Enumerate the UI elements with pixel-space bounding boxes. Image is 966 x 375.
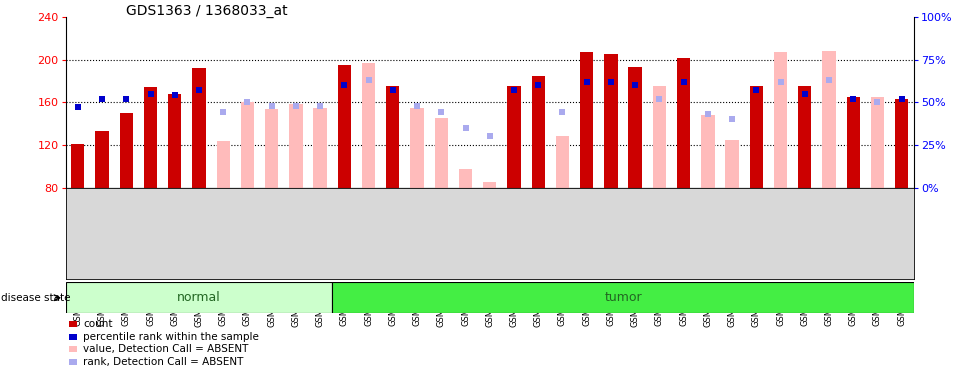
Bar xyxy=(483,182,497,188)
Bar xyxy=(411,108,424,188)
Text: GDS1363 / 1368033_at: GDS1363 / 1368033_at xyxy=(126,4,287,18)
Text: normal: normal xyxy=(177,291,221,304)
Text: percentile rank within the sample: percentile rank within the sample xyxy=(83,332,259,342)
Bar xyxy=(144,87,157,188)
Bar xyxy=(69,358,77,364)
Bar xyxy=(531,75,545,188)
Bar xyxy=(701,115,715,188)
Bar xyxy=(120,113,133,188)
Text: disease state: disease state xyxy=(1,293,71,303)
Bar xyxy=(386,86,400,188)
Bar xyxy=(555,136,569,188)
Bar xyxy=(69,321,77,327)
Bar xyxy=(216,141,230,188)
Bar xyxy=(435,118,448,188)
Bar xyxy=(725,140,739,188)
Bar xyxy=(332,282,914,313)
Text: value, Detection Call = ABSENT: value, Detection Call = ABSENT xyxy=(83,344,248,354)
Bar xyxy=(605,54,617,188)
Bar xyxy=(629,67,641,188)
Bar xyxy=(870,97,884,188)
Bar xyxy=(507,86,521,188)
Bar xyxy=(71,144,84,188)
Bar xyxy=(69,346,77,352)
Text: tumor: tumor xyxy=(604,291,641,304)
Bar xyxy=(265,109,278,188)
Bar xyxy=(846,97,860,188)
Text: count: count xyxy=(83,320,113,329)
Bar xyxy=(289,104,302,188)
Bar xyxy=(66,282,332,313)
Bar xyxy=(168,94,182,188)
Bar xyxy=(774,52,787,188)
Bar xyxy=(750,86,763,188)
Text: rank, Detection Call = ABSENT: rank, Detection Call = ABSENT xyxy=(83,357,243,366)
Bar xyxy=(96,131,109,188)
Bar xyxy=(653,86,666,188)
Bar xyxy=(192,68,206,188)
Bar xyxy=(677,58,691,188)
Bar xyxy=(459,170,472,188)
Bar xyxy=(241,102,254,188)
Bar xyxy=(895,99,908,188)
Bar xyxy=(362,63,375,188)
Bar xyxy=(822,51,836,188)
Bar xyxy=(69,334,77,340)
Bar xyxy=(580,52,593,188)
Bar xyxy=(338,65,351,188)
Bar xyxy=(314,108,327,188)
Bar xyxy=(798,86,811,188)
